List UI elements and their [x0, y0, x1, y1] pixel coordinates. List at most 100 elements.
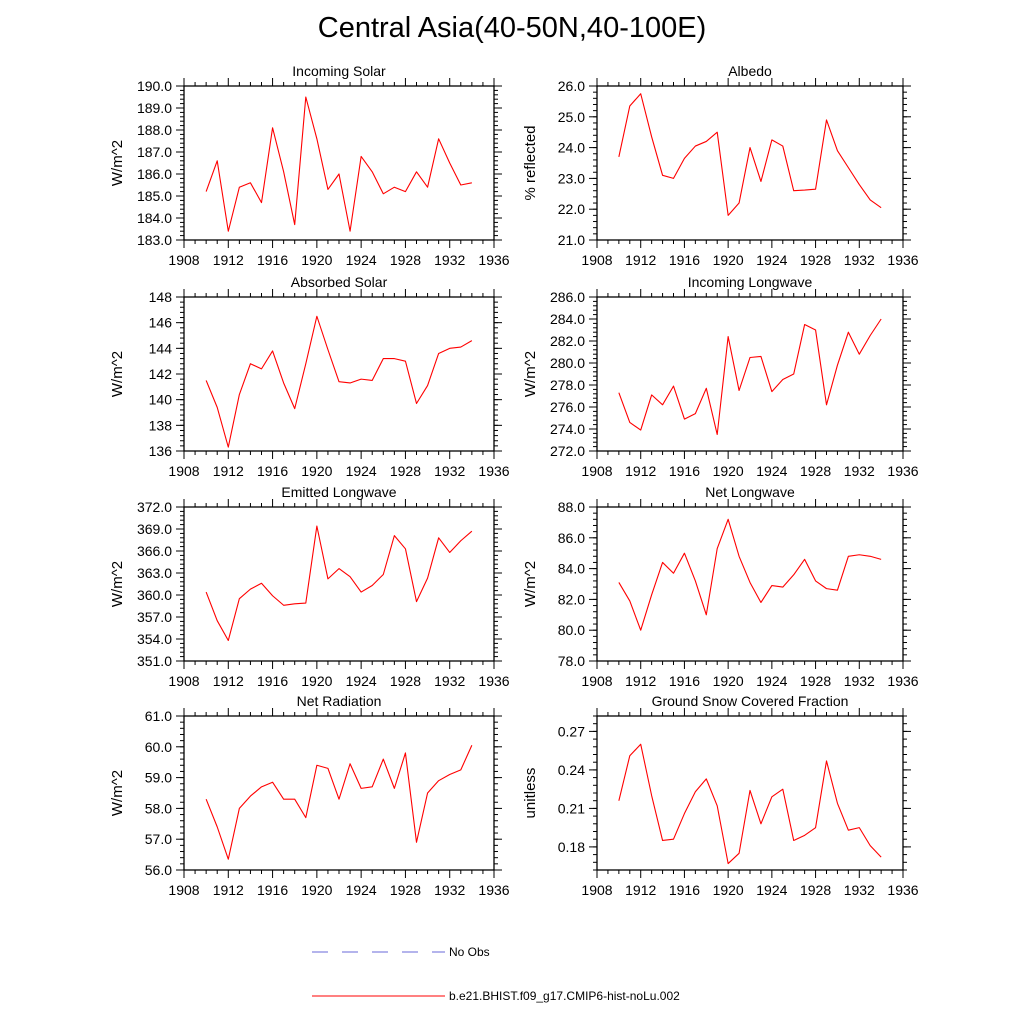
- x-tick-label: 1912: [213, 252, 244, 268]
- y-tick-label: 369.0: [137, 521, 172, 537]
- x-tick-label: 1912: [213, 882, 244, 898]
- x-tick-label: 1920: [301, 673, 332, 689]
- panel-emitted-longwave: 1908 1912 1916 1920 1924 1928 1932 1936 351.0 354…: [109, 484, 510, 689]
- series-line-ground-snow-covered-fraction: [618, 743, 882, 865]
- x-tick-label: 1908: [168, 882, 199, 898]
- x-tick-label: 1932: [844, 252, 875, 268]
- x-tick-label: 1908: [168, 252, 199, 268]
- y-tick-label: 280.0: [550, 355, 585, 371]
- y-tick-label: 272.0: [550, 443, 585, 459]
- x-tick-label: 1920: [713, 252, 744, 268]
- x-tick-label: 1928: [800, 882, 831, 898]
- x-tick-label: 1928: [390, 252, 421, 268]
- y-tick-label: 146: [149, 315, 173, 331]
- y-tick-label: 278.0: [550, 377, 585, 393]
- x-tick-label: 1936: [478, 882, 509, 898]
- y-tick-label: 21.0: [558, 232, 585, 248]
- x-tick-label: 1908: [581, 463, 612, 479]
- x-tick-label: 1912: [625, 463, 656, 479]
- x-tick-label: 1908: [581, 673, 612, 689]
- panel-title: Incoming Solar: [292, 63, 386, 79]
- plot-frame: [183, 506, 495, 662]
- panel-title: Incoming Longwave: [688, 274, 813, 290]
- y-tick-label: 183.0: [137, 232, 172, 248]
- y-tick-label: 136: [149, 443, 173, 459]
- series-line-absorbed-solar: [205, 315, 473, 448]
- x-tick-label: 1936: [887, 673, 918, 689]
- panel-albedo: 1908 1912 1916 1920 1924 1928 1932 1936 21.0 22.0…: [522, 63, 919, 268]
- y-tick-label: 190.0: [137, 78, 172, 94]
- x-tick-label: 1916: [257, 882, 288, 898]
- plot-frame: [596, 506, 904, 662]
- x-tick-label: 1908: [168, 673, 199, 689]
- y-tick-label: 286.0: [550, 289, 585, 305]
- y-axis-label: W/m^2: [522, 351, 539, 397]
- y-tick-label: 80.0: [558, 622, 585, 638]
- x-tick-label: 1936: [478, 252, 509, 268]
- y-tick-label: 274.0: [550, 421, 585, 437]
- x-tick-label: 1916: [669, 673, 700, 689]
- y-tick-label: 185.0: [137, 188, 172, 204]
- x-tick-label: 1912: [213, 673, 244, 689]
- x-tick-label: 1916: [669, 463, 700, 479]
- y-axis-label: W/m^2: [109, 140, 126, 186]
- plot-frame: [596, 296, 904, 452]
- x-tick-label: 1920: [713, 673, 744, 689]
- x-tick-label: 1932: [434, 882, 465, 898]
- x-tick-label: 1936: [887, 252, 918, 268]
- y-tick-label: 58.0: [145, 800, 172, 816]
- panel-title: Ground Snow Covered Fraction: [652, 693, 849, 709]
- y-tick-label: 188.0: [137, 122, 172, 138]
- y-tick-label: 56.0: [145, 862, 172, 878]
- y-tick-label: 61.0: [145, 708, 172, 724]
- x-tick-label: 1920: [713, 463, 744, 479]
- y-tick-label: 363.0: [137, 565, 172, 581]
- y-tick-label: 0.24: [558, 762, 585, 778]
- x-tick-label: 1912: [625, 252, 656, 268]
- y-tick-label: 84.0: [558, 561, 585, 577]
- panel-title: Net Radiation: [297, 693, 382, 709]
- x-tick-label: 1908: [581, 252, 612, 268]
- x-tick-label: 1916: [669, 252, 700, 268]
- y-tick-label: 86.0: [558, 530, 585, 546]
- x-tick-label: 1936: [887, 463, 918, 479]
- x-tick-label: 1916: [257, 463, 288, 479]
- x-tick-label: 1928: [800, 463, 831, 479]
- panel-title: Net Longwave: [705, 484, 795, 500]
- x-tick-label: 1928: [800, 673, 831, 689]
- x-tick-label: 1916: [669, 882, 700, 898]
- panel-incoming-longwave: 1908 1912 1916 1920 1924 1928 1932 1936 272.0 274…: [522, 274, 919, 479]
- x-tick-label: 1924: [756, 673, 787, 689]
- y-axis-label: W/m^2: [109, 351, 126, 397]
- y-tick-label: 0.27: [558, 723, 585, 739]
- y-tick-label: 23.0: [558, 170, 585, 186]
- panel-title: Albedo: [728, 63, 772, 79]
- x-tick-label: 1924: [346, 882, 377, 898]
- x-tick-label: 1924: [346, 252, 377, 268]
- series-line-emitted-longwave: [205, 525, 473, 642]
- panel-net-longwave: 1908 1912 1916 1920 1924 1928 1932 1936 78.0 80.0…: [522, 484, 919, 689]
- y-tick-label: 0.21: [558, 800, 585, 816]
- panel-title: Absorbed Solar: [291, 274, 388, 290]
- x-tick-label: 1932: [434, 673, 465, 689]
- x-tick-label: 1920: [301, 463, 332, 479]
- y-tick-label: 354.0: [137, 631, 172, 647]
- plot-frame: [596, 85, 904, 241]
- series-line-net-radiation: [205, 745, 473, 860]
- series-line-net-longwave: [618, 518, 882, 631]
- y-tick-label: 82.0: [558, 591, 585, 607]
- y-tick-label: 144: [149, 340, 173, 356]
- x-tick-label: 1932: [844, 673, 875, 689]
- y-tick-label: 60.0: [145, 739, 172, 755]
- y-axis-label: W/m^2: [109, 561, 126, 607]
- y-tick-label: 284.0: [550, 311, 585, 327]
- x-tick-label: 1920: [301, 252, 332, 268]
- x-tick-label: 1932: [844, 882, 875, 898]
- x-tick-label: 1928: [390, 673, 421, 689]
- panel-ground-snow-covered-fraction: 1908 1912 1916 1920 1924 1928 1932 1936 0.18 0.21…: [522, 693, 919, 898]
- y-axis-label: % reflected: [522, 125, 539, 200]
- x-tick-label: 1924: [346, 463, 377, 479]
- y-tick-label: 282.0: [550, 333, 585, 349]
